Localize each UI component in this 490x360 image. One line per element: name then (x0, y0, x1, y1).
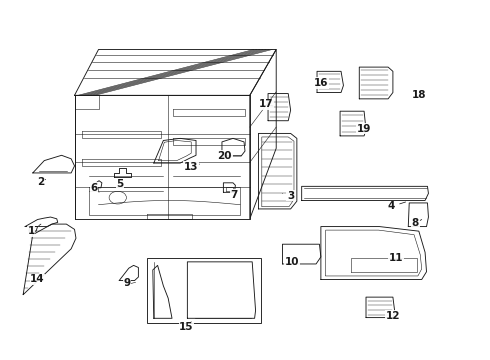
Bar (147, 258, 261, 323)
Text: 18: 18 (412, 90, 426, 100)
Text: 10: 10 (285, 257, 299, 267)
Text: 19: 19 (357, 124, 371, 134)
Text: 17: 17 (259, 99, 274, 109)
Text: 1: 1 (28, 224, 41, 236)
Text: 11: 11 (389, 253, 403, 263)
Text: 3: 3 (282, 191, 294, 201)
Text: 20: 20 (218, 151, 232, 161)
Text: 14: 14 (30, 274, 45, 284)
Text: 6: 6 (90, 183, 98, 193)
Text: 12: 12 (386, 311, 400, 321)
Text: 15: 15 (179, 322, 194, 333)
Text: 8: 8 (412, 218, 422, 228)
Text: 2: 2 (37, 177, 46, 187)
Text: 7: 7 (231, 190, 238, 200)
Text: 13: 13 (184, 162, 199, 172)
Text: 4: 4 (388, 202, 406, 211)
Text: 5: 5 (117, 179, 124, 189)
Text: 9: 9 (124, 278, 131, 288)
Text: 16: 16 (314, 78, 328, 88)
